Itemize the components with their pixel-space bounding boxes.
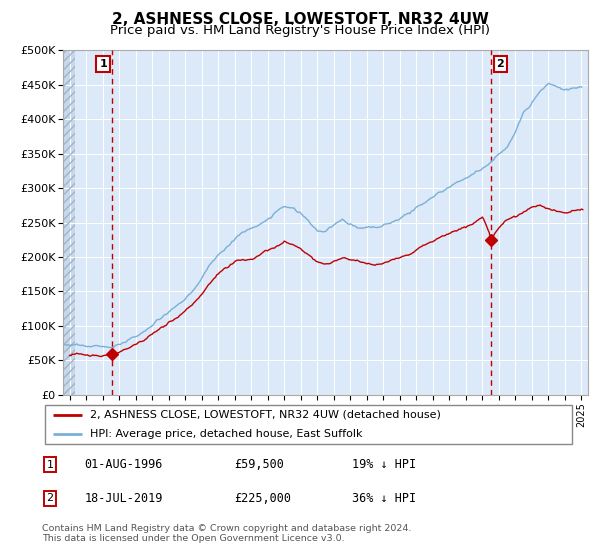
Text: 1: 1 (47, 460, 53, 470)
Text: 18-JUL-2019: 18-JUL-2019 (85, 492, 163, 505)
Text: £59,500: £59,500 (234, 458, 284, 472)
Text: Contains HM Land Registry data © Crown copyright and database right 2024.
This d: Contains HM Land Registry data © Crown c… (42, 524, 412, 543)
Text: 36% ↓ HPI: 36% ↓ HPI (352, 492, 416, 505)
Text: 2, ASHNESS CLOSE, LOWESTOFT, NR32 4UW (detached house): 2, ASHNESS CLOSE, LOWESTOFT, NR32 4UW (d… (90, 409, 441, 419)
Text: Price paid vs. HM Land Registry's House Price Index (HPI): Price paid vs. HM Land Registry's House … (110, 24, 490, 36)
Text: 1: 1 (99, 59, 107, 69)
Text: 2: 2 (496, 59, 504, 69)
Text: HPI: Average price, detached house, East Suffolk: HPI: Average price, detached house, East… (90, 429, 362, 439)
Text: 2: 2 (46, 493, 53, 503)
FancyBboxPatch shape (44, 405, 572, 444)
Bar (63, 50, 74, 395)
Text: 01-AUG-1996: 01-AUG-1996 (85, 458, 163, 472)
Text: 19% ↓ HPI: 19% ↓ HPI (352, 458, 416, 472)
Bar (63, 50, 74, 395)
Text: 2, ASHNESS CLOSE, LOWESTOFT, NR32 4UW: 2, ASHNESS CLOSE, LOWESTOFT, NR32 4UW (112, 12, 488, 27)
Text: £225,000: £225,000 (234, 492, 291, 505)
